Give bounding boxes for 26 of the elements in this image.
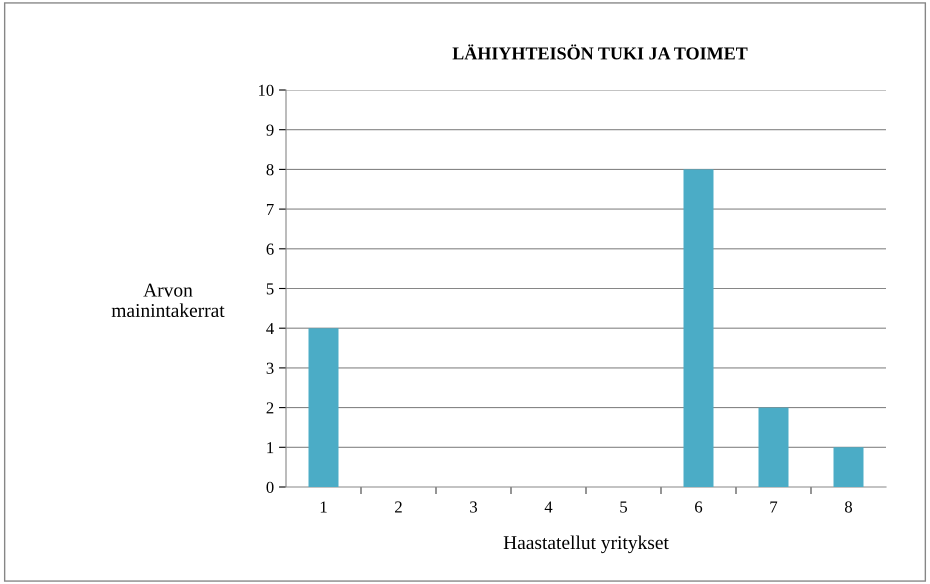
- chart-title: LÄHIYHTEISÖN TUKI JA TOIMET: [452, 44, 748, 60]
- x-tick-label: 5: [620, 502, 628, 513]
- y-tick-label: 8: [266, 164, 274, 176]
- y-tick-label: 2: [266, 402, 274, 414]
- y-tick-label: 10: [258, 84, 274, 96]
- y-tick-label: 9: [266, 124, 274, 136]
- x-tick-label: 3: [470, 501, 478, 513]
- x-tick-label: 1: [320, 501, 327, 512]
- x-axis-title: Haastatellut yritykset: [504, 535, 669, 554]
- y-tick-label: 5: [266, 283, 274, 294]
- bar: [758, 408, 788, 487]
- y-tick-label: 7: [266, 204, 274, 215]
- y-axis-title: Arvon mainintakerrat: [112, 284, 225, 318]
- y-tick-label: 0: [266, 482, 274, 493]
- bar: [684, 169, 714, 487]
- y-tick-label: 4: [266, 323, 274, 334]
- y-tick-label: 1: [267, 442, 274, 454]
- y-tick-label: 3: [266, 362, 274, 374]
- x-tick-label: 8: [844, 501, 852, 513]
- y-tick-label: 6: [266, 244, 274, 255]
- bar: [834, 447, 864, 487]
- x-tick-label: 2: [395, 501, 402, 512]
- x-tick-label: 4: [544, 501, 552, 512]
- x-tick-label: 6: [695, 501, 702, 513]
- bar: [308, 328, 338, 487]
- x-tick-label: 7: [770, 502, 778, 512]
